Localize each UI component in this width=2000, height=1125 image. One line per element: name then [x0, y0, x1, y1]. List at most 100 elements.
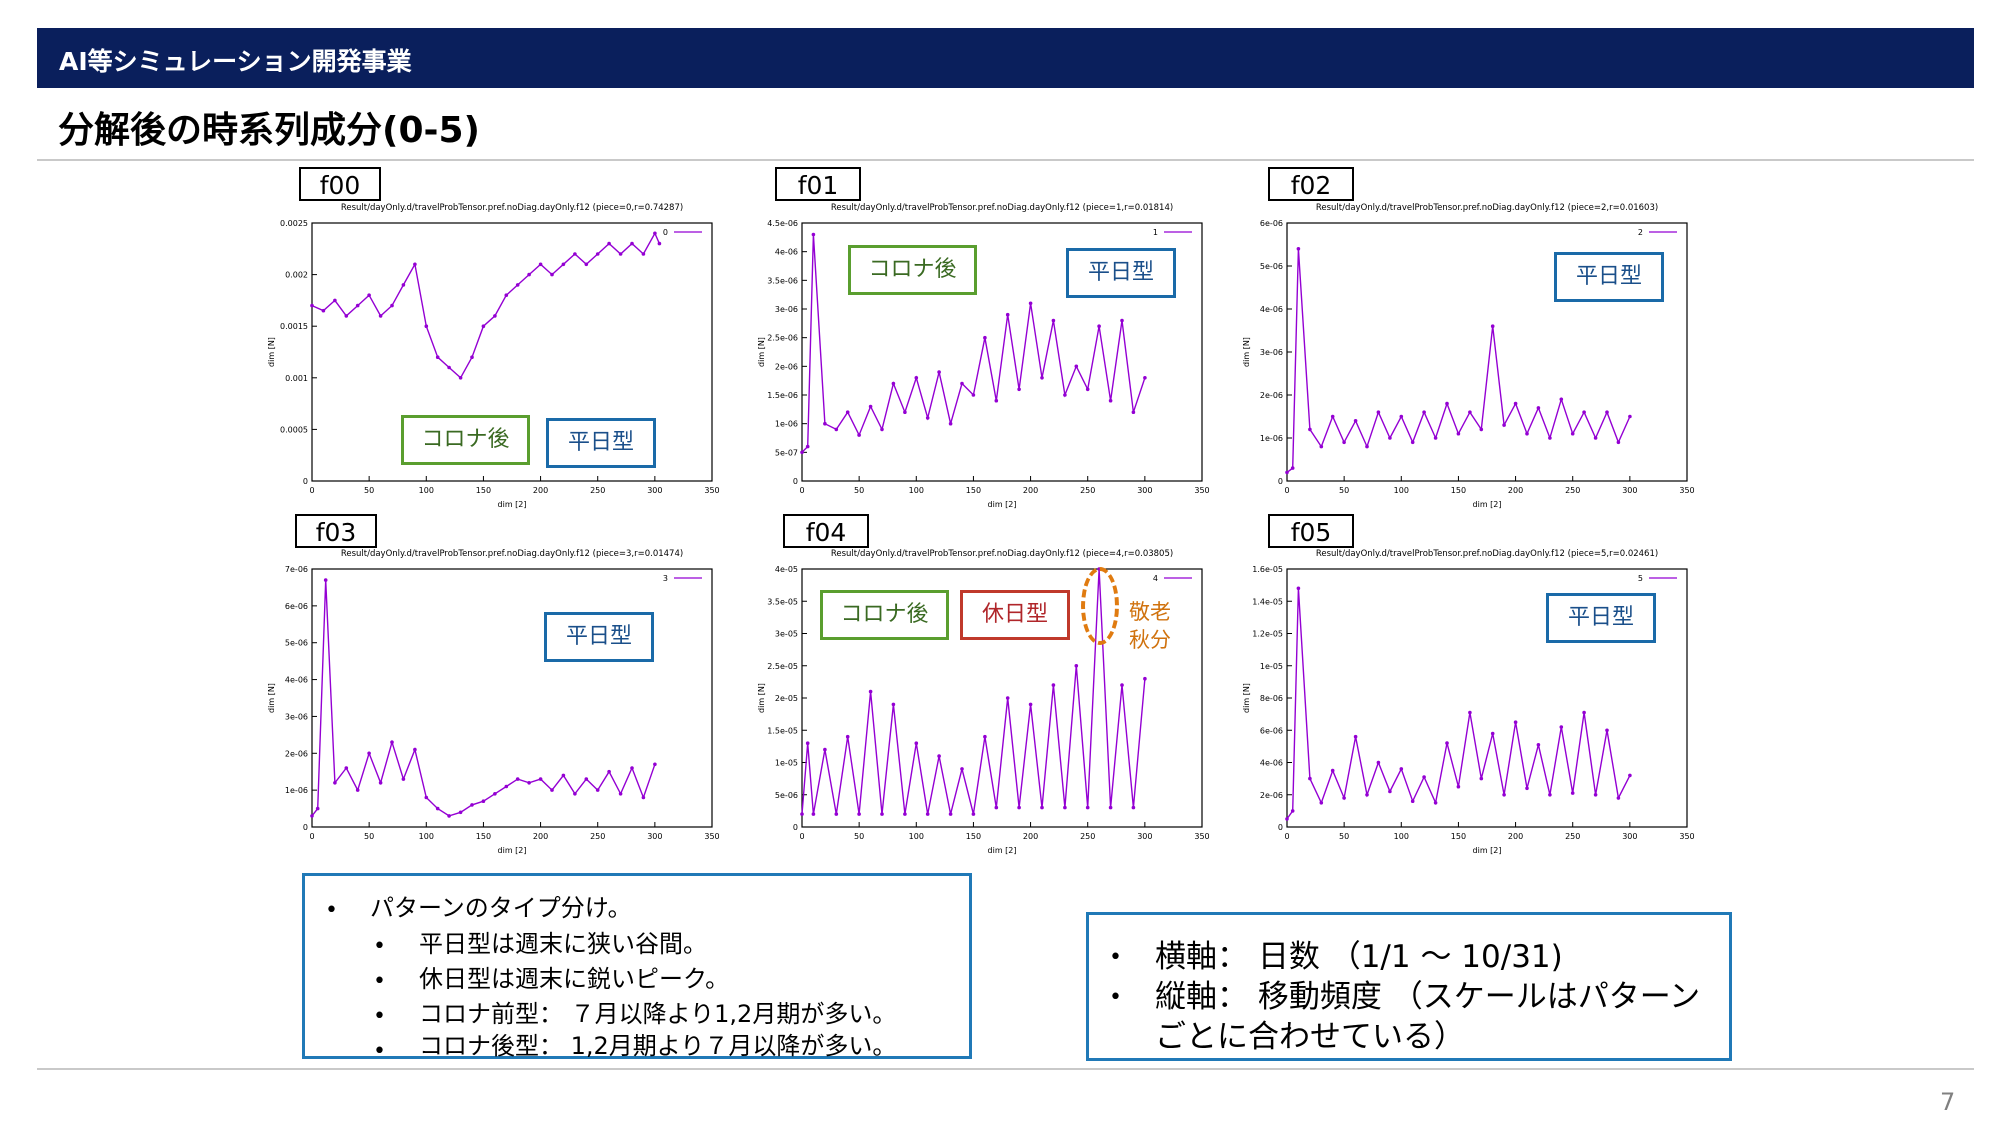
x-tick-label: 350 [1194, 486, 1209, 495]
x-tick-label: 250 [590, 832, 605, 841]
chart-panel-f01: Result/dayOnly.d/travelProbTensor.pref.n… [752, 195, 1242, 525]
data-point [891, 702, 896, 707]
data-point [891, 381, 896, 386]
y-tick-label: 1.2e-05 [1252, 630, 1283, 639]
data-point [1616, 796, 1621, 800]
data-point [1353, 419, 1358, 423]
data-point [424, 795, 429, 800]
y-tick-label: 0 [793, 477, 798, 486]
page-number: 7 [1940, 1088, 1956, 1116]
data-point [310, 303, 314, 308]
data-point [960, 767, 964, 771]
data-point [515, 777, 520, 781]
data-point [310, 814, 314, 818]
x-tick-label: 300 [1137, 832, 1152, 841]
data-point [937, 370, 941, 374]
y-tick-label: 1e-05 [1260, 662, 1283, 671]
badge-weekday: 平日型 [1066, 248, 1176, 298]
badge-corona-after: コロナ後 [820, 590, 949, 640]
legend-label: 0 [663, 228, 668, 237]
y-tick-label: 1.5e-05 [767, 726, 798, 735]
y-tick-label: 0 [303, 823, 308, 832]
x-tick-label: 50 [1339, 832, 1349, 841]
y-tick-label: 3e-06 [285, 712, 308, 721]
x-tick-label: 200 [1508, 486, 1523, 495]
data-point [1028, 702, 1033, 707]
y-tick-label: 6e-06 [1260, 726, 1283, 735]
data-point [1290, 809, 1295, 813]
y-tick-label: 1.6e-05 [1252, 565, 1283, 574]
x-tick-label: 50 [854, 486, 864, 495]
page-title: 分解後の時系列成分(0-5) [58, 110, 480, 151]
data-point [1330, 414, 1335, 419]
data-point [333, 781, 337, 785]
y-tick-label: 1e-05 [775, 759, 798, 768]
data-point [983, 335, 987, 340]
y-tick-label: 1.5e-06 [767, 391, 798, 400]
data-point [493, 792, 497, 796]
x-tick-label: 0 [1284, 832, 1289, 841]
x-tick-label: 350 [704, 832, 719, 841]
data-point [470, 803, 474, 807]
data-point [1570, 431, 1575, 436]
data-point [948, 812, 953, 816]
x-tick-label: 150 [1451, 486, 1466, 495]
data-point [321, 308, 326, 313]
x-tick-label: 100 [1394, 832, 1409, 841]
data-point [903, 812, 907, 816]
data-point [1376, 760, 1381, 765]
data-point [1479, 776, 1484, 781]
data-point [401, 283, 406, 287]
x-tick-label: 350 [1194, 832, 1209, 841]
y-tick-label: 2.5e-05 [767, 662, 798, 671]
data-point [868, 689, 873, 694]
data-point [834, 812, 839, 816]
banner-text: AI等シミュレーション開発事業 [59, 47, 412, 76]
data-point [584, 777, 589, 781]
y-tick-label: 1e-06 [1260, 434, 1283, 443]
y-axis-explanation-cont: ごとに合わせている） [1155, 1019, 1465, 1055]
x-tick-label: 100 [909, 486, 924, 495]
y-tick-label: 6e-06 [1260, 219, 1283, 228]
data-point [1593, 793, 1598, 797]
data-point [538, 262, 543, 267]
data-point [937, 754, 941, 758]
data-point [960, 381, 964, 386]
data-point [1445, 401, 1449, 406]
data-point [504, 293, 509, 297]
data-point [1536, 406, 1541, 410]
data-point [1399, 414, 1404, 419]
data-point [1433, 436, 1438, 440]
data-point [378, 314, 383, 318]
x-tick-label: 150 [966, 832, 981, 841]
data-point [630, 241, 634, 246]
data-point [857, 433, 861, 437]
data-point [1422, 410, 1426, 414]
data-point [355, 303, 360, 308]
y-tick-label: 6e-06 [285, 602, 308, 611]
data-point [315, 806, 320, 811]
data-point [903, 410, 907, 414]
x-axis-label: dim [2] [498, 846, 527, 855]
y-axis-label: dim [N] [757, 683, 766, 713]
data-point [595, 788, 600, 792]
data-point [1120, 318, 1124, 323]
y-tick-label: 0 [793, 823, 798, 832]
x-tick-label: 150 [1451, 832, 1466, 841]
top-divider [37, 159, 1974, 161]
data-point [1342, 440, 1346, 445]
data-point [1548, 793, 1552, 797]
x-tick-label: 0 [309, 486, 314, 495]
x-tick-label: 150 [476, 832, 491, 841]
data-point [1085, 387, 1090, 392]
data-point [1468, 410, 1472, 414]
x-axis-explanation: 横軸： 日数 （1/1 ～ 10/31) [1155, 939, 1563, 975]
chart-title: Result/dayOnly.d/travelProbTensor.pref.n… [341, 203, 683, 213]
x-tick-label: 50 [364, 486, 374, 495]
x-tick-label: 250 [1565, 832, 1580, 841]
data-point [538, 777, 543, 781]
panel-tag-f01: f01 [775, 167, 861, 201]
y-tick-label: 7e-06 [285, 565, 308, 574]
data-point [1051, 318, 1056, 323]
x-tick-label: 200 [1508, 832, 1523, 841]
